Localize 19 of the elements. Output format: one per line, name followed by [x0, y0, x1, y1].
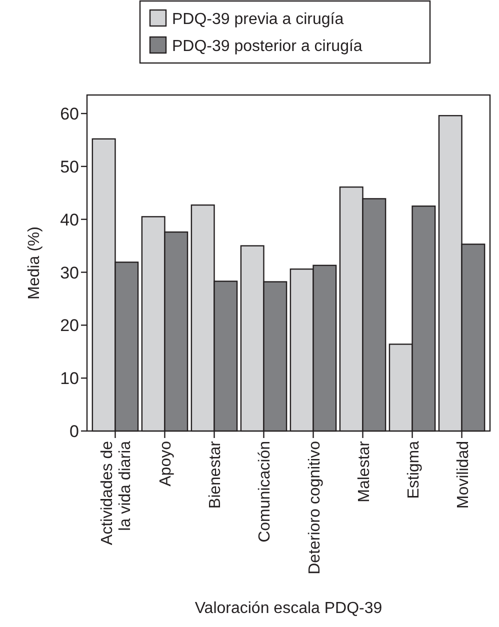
- x-tick-label: Actividades de la vida diaria: [99, 440, 134, 546]
- x-tick-label: Deterioro cognitivo: [306, 440, 324, 574]
- x-tick-label: Malestar: [356, 440, 373, 502]
- y-tick-label: 10: [60, 369, 79, 388]
- x-tick-label: Movilidad: [454, 441, 472, 509]
- y-tick-label: 40: [60, 210, 79, 230]
- x-tick-label: Comunicación: [256, 441, 274, 542]
- x-tick-label: Bienestar: [207, 440, 224, 509]
- legend-label: PDQ-39 previa a cirugía: [172, 11, 344, 28]
- y-tick-label: 50: [60, 157, 79, 176]
- y-tick-label: 0: [70, 422, 79, 441]
- legend-label: PDQ-39 posterior a cirugía: [172, 38, 362, 55]
- y-axis-title: Media (%): [26, 226, 43, 300]
- x-tick-label: Estigma: [405, 440, 422, 499]
- x-axis-title: Valoración escala PDQ-39: [194, 600, 382, 617]
- y-tick-label: 20: [60, 316, 79, 336]
- y-tick-label: 30: [60, 263, 79, 282]
- x-tick-label: Apoyo: [158, 440, 175, 486]
- y-tick-label: 60: [60, 104, 79, 124]
